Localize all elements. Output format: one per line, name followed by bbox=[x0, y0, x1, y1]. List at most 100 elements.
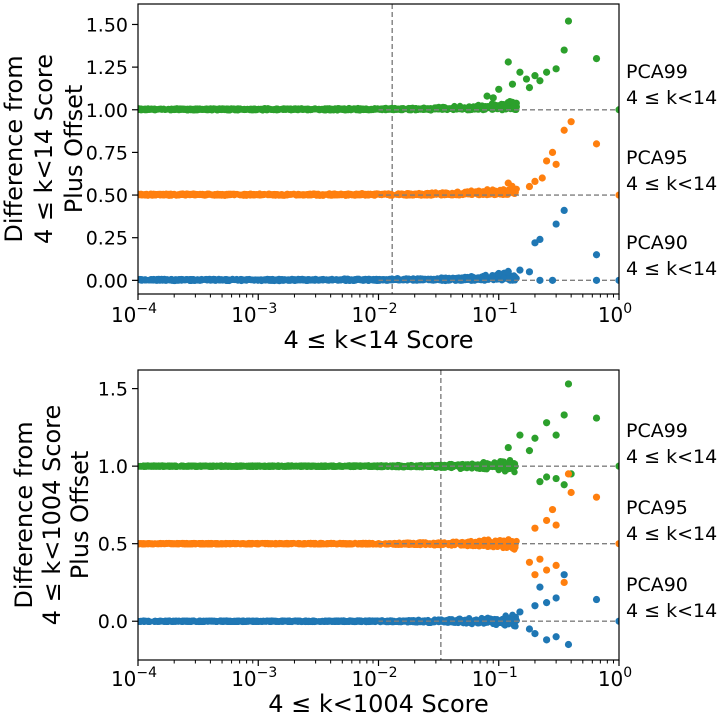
data-point bbox=[548, 148, 557, 157]
data-point bbox=[463, 463, 470, 471]
y-tick-label: 1.25 bbox=[86, 57, 128, 79]
data-point bbox=[525, 268, 534, 276]
data-point bbox=[453, 189, 461, 196]
data-point bbox=[438, 276, 446, 283]
data-point bbox=[495, 269, 503, 278]
data-point bbox=[509, 273, 516, 281]
data-point bbox=[564, 380, 573, 388]
data-point bbox=[615, 276, 619, 284]
data-point bbox=[504, 58, 512, 66]
data-point bbox=[488, 274, 495, 281]
x-tick-label: 100 bbox=[598, 301, 632, 327]
data-point bbox=[543, 68, 551, 76]
data-point bbox=[552, 431, 560, 439]
data-point bbox=[531, 177, 539, 186]
data-point bbox=[485, 539, 492, 547]
data-point bbox=[497, 459, 504, 466]
data-point bbox=[495, 85, 503, 93]
data-point bbox=[531, 524, 539, 532]
data-point bbox=[592, 140, 601, 148]
data-point bbox=[516, 266, 524, 274]
data-point bbox=[536, 276, 544, 284]
y-tick-label: 0.25 bbox=[86, 228, 128, 250]
data-point bbox=[412, 107, 419, 114]
data-point bbox=[525, 83, 534, 92]
data-point bbox=[531, 72, 539, 80]
data-point bbox=[552, 65, 560, 73]
data-point bbox=[437, 540, 445, 548]
chart-panel: 0.00.51.01.510−4 10−3 10−2 10−1 1004 ≤ k<100… bbox=[10, 369, 717, 718]
data-point bbox=[516, 431, 524, 439]
data-point bbox=[394, 541, 402, 548]
data-point bbox=[463, 276, 470, 283]
data-point bbox=[543, 566, 551, 574]
data-point bbox=[615, 540, 619, 548]
y-tick-label: 0.00 bbox=[86, 270, 128, 292]
data-point bbox=[489, 189, 497, 196]
plot-area bbox=[138, 4, 619, 294]
data-point bbox=[442, 464, 449, 471]
data-point bbox=[592, 414, 601, 422]
data-point bbox=[455, 461, 462, 469]
series-label: PCA95 bbox=[626, 147, 688, 169]
data-point bbox=[406, 192, 413, 199]
data-point bbox=[378, 105, 385, 113]
data-point bbox=[522, 75, 531, 83]
data-point bbox=[552, 160, 560, 168]
data-point bbox=[538, 174, 546, 182]
data-point bbox=[531, 571, 539, 579]
plot-area bbox=[138, 370, 619, 660]
data-point bbox=[536, 235, 544, 244]
series-sublabel: 4 ≤ k<14 bbox=[626, 258, 717, 280]
y-axis-label: 4 ≤ k<14 Score bbox=[30, 54, 58, 244]
y-tick-label: 1.00 bbox=[86, 100, 128, 122]
y-axis-label: Difference from bbox=[0, 55, 28, 242]
data-point bbox=[552, 474, 560, 483]
data-point bbox=[397, 106, 404, 113]
data-point bbox=[504, 179, 512, 187]
data-point bbox=[543, 473, 551, 481]
data-point bbox=[511, 468, 518, 476]
data-point bbox=[395, 191, 402, 198]
data-point bbox=[425, 276, 433, 283]
data-point bbox=[592, 251, 601, 259]
data-point bbox=[484, 103, 491, 110]
data-point bbox=[442, 189, 449, 196]
data-point bbox=[455, 274, 462, 281]
data-point bbox=[504, 443, 512, 452]
data-point bbox=[395, 462, 402, 469]
data-point bbox=[445, 540, 452, 548]
data-point bbox=[564, 470, 573, 478]
data-point bbox=[501, 101, 508, 109]
data-point bbox=[510, 460, 518, 467]
data-point bbox=[552, 220, 560, 228]
data-point bbox=[418, 190, 425, 197]
data-point bbox=[405, 106, 413, 114]
series-sublabel: 4 ≤ k<14 bbox=[626, 173, 717, 195]
data-point bbox=[543, 419, 551, 427]
data-point bbox=[543, 516, 551, 525]
data-point bbox=[567, 488, 575, 497]
data-point bbox=[543, 157, 551, 165]
data-point bbox=[396, 277, 403, 284]
data-point bbox=[564, 17, 573, 25]
x-tick-label: 10−1 bbox=[472, 301, 518, 327]
data-point bbox=[483, 92, 491, 100]
data-point bbox=[525, 447, 534, 455]
y-tick-label: 0.50 bbox=[86, 185, 128, 207]
y-tick-label: 0.75 bbox=[86, 142, 128, 164]
data-point bbox=[491, 101, 498, 108]
data-point bbox=[494, 105, 501, 113]
data-point bbox=[536, 77, 544, 85]
data-point bbox=[451, 105, 458, 112]
data-point bbox=[548, 505, 557, 514]
data-point bbox=[560, 46, 568, 54]
data-point bbox=[552, 561, 560, 570]
data-point bbox=[428, 463, 435, 470]
data-point bbox=[548, 276, 557, 284]
x-tick-label: 10−4 bbox=[111, 301, 157, 327]
plot-frame bbox=[137, 3, 620, 295]
series-label: PCA99 bbox=[626, 61, 688, 83]
data-point bbox=[525, 182, 534, 191]
